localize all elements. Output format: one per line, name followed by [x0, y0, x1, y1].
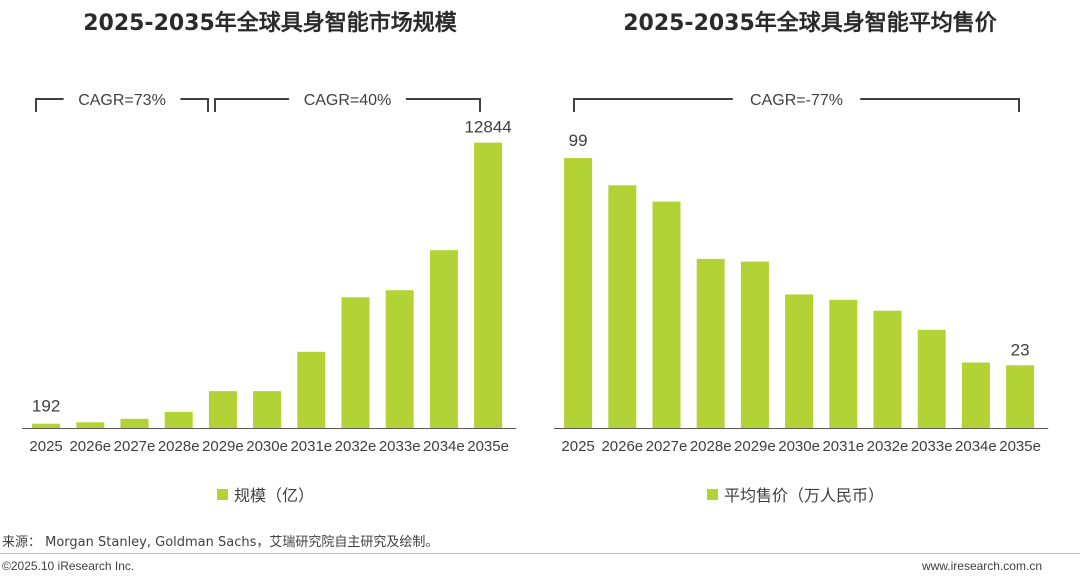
cagr-bracket	[214, 98, 481, 112]
x-tick-label-2033e: 2033e	[379, 438, 421, 455]
bar-2032e	[341, 297, 370, 428]
data-label-last: 12844	[464, 118, 511, 137]
x-tick-label-2029e: 2029e	[734, 438, 776, 455]
cagr-label: CAGR=40%	[304, 92, 392, 109]
bar-2031e	[829, 299, 858, 428]
bar-2028e	[696, 258, 725, 428]
bar-2028e	[164, 411, 193, 428]
bar-2025	[32, 423, 61, 428]
x-tick-label-2030e: 2030e	[246, 438, 288, 455]
cagr-label: CAGR=-77%	[750, 92, 843, 109]
legend-label: 规模（亿）	[234, 486, 315, 505]
x-tick-label-2034e: 2034e	[955, 438, 997, 455]
bar-2026e	[76, 422, 105, 428]
x-tick-label-2031e: 2031e	[822, 438, 864, 455]
bar-2034e	[961, 362, 990, 428]
cagr-label: CAGR=73%	[78, 92, 166, 109]
data-label-last: 23	[1011, 340, 1030, 359]
bar-2035e	[474, 142, 503, 428]
bar-2033e	[385, 290, 414, 428]
average-price-chart: 2025 2026e 2027e 2028e 2029e 2030e 2031e 2032e 2…	[554, 92, 1049, 455]
cagr-bracket	[573, 98, 1020, 112]
bar-2035e	[1006, 365, 1035, 428]
x-tick-label-2026e: 2026e	[601, 438, 643, 455]
chart-title-average-price: 2025-2035年全球具身智能平均售价	[623, 11, 997, 36]
bar-2030e	[785, 294, 814, 428]
x-tick-label-2026e: 2026e	[69, 438, 111, 455]
x-tick-label-2028e: 2028e	[690, 438, 732, 455]
source-note: 来源： Morgan Stanley, Goldman Sachs，艾瑞研究院自…	[2, 535, 439, 550]
bar-2027e	[652, 201, 681, 428]
bar-2033e	[917, 329, 946, 428]
x-tick-label-2035e: 2035e	[467, 438, 509, 455]
bar-2025	[564, 158, 593, 428]
x-tick-label-2028e: 2028e	[158, 438, 200, 455]
x-tick-label-2025: 2025	[561, 438, 594, 455]
x-tick-label-2031e: 2031e	[290, 438, 332, 455]
x-tick-label-2033e: 2033e	[911, 438, 953, 455]
market-size-chart: 2025 2026e 2027e 2028e 2029e 2030e 2031e 2032e 2…	[22, 92, 517, 455]
bar-2030e	[253, 391, 282, 428]
x-tick-label-2030e: 2030e	[778, 438, 820, 455]
bar-2031e	[297, 351, 326, 428]
copyright-text: ©2025.10 iResearch Inc.	[2, 559, 135, 573]
bar-2026e	[608, 185, 637, 428]
data-label-first: 192	[32, 397, 60, 416]
legend-swatch	[707, 488, 718, 500]
footer-divider	[0, 553, 1080, 554]
bar-2029e	[740, 261, 769, 428]
website-link[interactable]: www.iresearch.com.cn	[921, 559, 1042, 573]
bar-2029e	[208, 391, 237, 428]
bar-2027e	[120, 418, 149, 428]
legend-average-price: 平均售价（万人民币）	[707, 482, 884, 506]
x-tick-label-2029e: 2029e	[202, 438, 244, 455]
bar-2032e	[873, 310, 902, 428]
x-tick-label-2027e: 2027e	[646, 438, 688, 455]
chart-title-market-size: 2025-2035年全球具身智能市场规模	[83, 11, 457, 36]
cagr-bracket	[35, 98, 209, 112]
legend-label: 平均售价（万人民币）	[724, 486, 885, 505]
x-tick-label-2032e: 2032e	[335, 438, 377, 455]
x-tick-label-2035e: 2035e	[999, 438, 1041, 455]
data-label-first: 99	[569, 131, 588, 150]
legend-market-size: 规模（亿）	[217, 482, 314, 506]
legend-swatch	[217, 488, 228, 500]
x-tick-label-2027e: 2027e	[114, 438, 156, 455]
bar-2034e	[429, 250, 458, 428]
x-tick-label-2032e: 2032e	[867, 438, 909, 455]
x-tick-label-2025: 2025	[29, 438, 62, 455]
x-tick-label-2034e: 2034e	[423, 438, 465, 455]
